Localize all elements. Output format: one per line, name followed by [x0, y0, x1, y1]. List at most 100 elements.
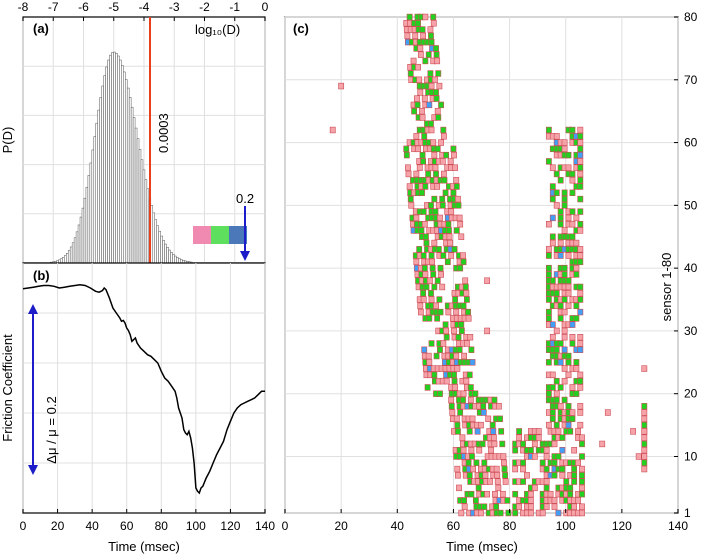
sensor-cell	[447, 239, 453, 247]
sensor-cell	[512, 509, 519, 517]
sensor-cell	[443, 327, 450, 335]
sensor-cell	[553, 327, 560, 335]
sensor-cell	[338, 82, 345, 90]
sensor-cell	[457, 409, 464, 416]
sensor-cell	[512, 465, 519, 473]
sensor-cell	[561, 334, 568, 341]
panel-a-ylabel: P(D)	[0, 127, 15, 154]
histogram-bar	[146, 188, 150, 264]
sensor-cell	[491, 440, 498, 448]
sensor-cell	[420, 208, 427, 215]
sensor-cell	[561, 377, 568, 385]
sensor-cell	[520, 459, 526, 466]
sensor-cell	[559, 465, 566, 473]
sensor-cell	[414, 101, 421, 109]
sensor-cell	[494, 478, 501, 485]
histogram-bar	[71, 242, 75, 264]
sensor-cell	[528, 447, 534, 454]
sensor-cell	[567, 490, 574, 498]
panel-c-ytick-label: 10	[684, 449, 698, 463]
sensor-cell	[555, 428, 562, 435]
sensor-cell	[468, 490, 475, 498]
histogram-bar	[160, 235, 163, 264]
sensor-cell	[428, 296, 435, 303]
sensor-cell	[450, 145, 457, 153]
sensor-cell	[553, 189, 560, 196]
sensor-cell	[459, 434, 466, 441]
sensor-cell	[430, 20, 437, 27]
sensor-cell	[428, 252, 435, 259]
sensor-cell	[604, 409, 611, 416]
sensor-cell	[415, 64, 421, 71]
sensor-cell	[432, 208, 439, 215]
panel-c-ytick-label: 40	[684, 261, 698, 275]
sensor-cell	[453, 177, 460, 184]
sensor-cell	[421, 264, 428, 272]
panel-c-frame	[284, 16, 679, 514]
sensor-cell	[512, 490, 519, 498]
sensor-cell	[577, 195, 584, 203]
sensor-cell	[577, 346, 584, 353]
sensor-cell	[430, 271, 437, 278]
histogram-bar	[66, 253, 69, 264]
histogram-bar	[73, 237, 77, 264]
sensor-cell	[545, 264, 552, 272]
panel-c-ytick-label: 50	[684, 198, 698, 212]
sensor-cell	[565, 151, 572, 159]
sensor-cell	[569, 170, 576, 178]
sensor-cell	[421, 133, 428, 140]
sensor-cell	[420, 252, 427, 259]
sensor-cell	[557, 208, 564, 215]
sensor-cell	[431, 239, 438, 247]
sensor-cell	[553, 396, 560, 404]
sensor-cell	[545, 421, 552, 429]
sensor-cell	[575, 497, 581, 504]
sensor-cell	[577, 170, 584, 178]
sensor-cell	[433, 170, 439, 178]
sensor-cell	[551, 497, 558, 504]
sensor-cell	[438, 101, 444, 109]
sensor-cell	[577, 252, 584, 259]
sensor-cell	[451, 377, 458, 385]
sensor-cell	[579, 484, 585, 492]
histogram-bar	[60, 258, 63, 264]
sensor-cell	[419, 189, 425, 196]
histogram-bar	[154, 219, 157, 264]
sensor-cell	[490, 428, 497, 435]
sensor-cell	[406, 13, 413, 21]
histogram-bar	[93, 136, 97, 264]
sensor-cell	[416, 246, 423, 253]
sensor-cell	[481, 503, 488, 510]
sensor-cell	[420, 158, 427, 165]
scale-arrow-bottom-head	[28, 465, 38, 475]
sensor-cell	[553, 390, 560, 397]
sensor-cell	[490, 434, 497, 441]
sensor-cell	[429, 258, 435, 266]
sensor-cell	[569, 208, 576, 215]
sensor-cell	[577, 246, 584, 253]
sensor-cell	[571, 465, 578, 473]
sensor-cell	[437, 346, 443, 353]
panel-c-tick-label: 20	[334, 519, 348, 533]
sensor-cell	[419, 151, 426, 159]
sensor-cell	[565, 164, 572, 171]
sensor-cell	[437, 308, 444, 316]
histogram-bar	[81, 207, 85, 264]
panel-a-tick-label: -2	[199, 0, 210, 14]
legend-pink	[193, 226, 211, 244]
sensor-cell	[577, 421, 584, 429]
sensor-cell	[461, 352, 467, 360]
sensor-cell	[516, 434, 523, 441]
sensor-cell	[484, 490, 491, 498]
sensor-cell	[569, 126, 576, 134]
panel-a-label: (a)	[33, 21, 49, 36]
sensor-cell	[561, 139, 568, 146]
sensor-cell	[439, 202, 446, 209]
sensor-cell	[460, 302, 467, 310]
sensor-cell	[444, 258, 451, 266]
sensor-cell	[404, 32, 411, 40]
sensor-cell	[545, 390, 552, 397]
histogram-bar	[134, 127, 138, 264]
panel-a-tick-label: -7	[48, 0, 59, 14]
